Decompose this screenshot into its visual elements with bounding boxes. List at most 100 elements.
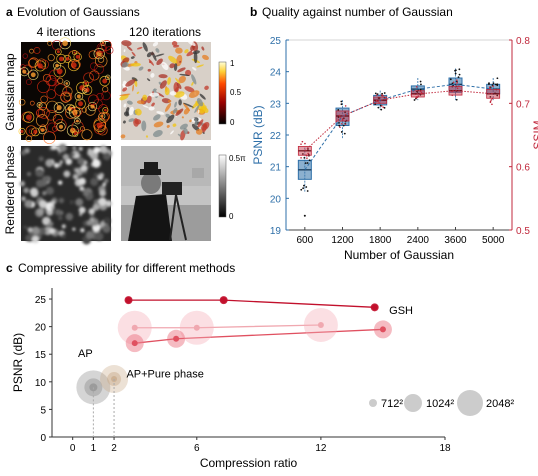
gaussian-blob <box>120 134 126 139</box>
ssim-sample-point <box>488 86 491 89</box>
gaussian-blob <box>153 121 164 128</box>
gaussian-blob <box>171 41 178 47</box>
phase-speckle <box>86 219 93 226</box>
gaussian-blob <box>53 62 60 69</box>
x-tick-label: 1800 <box>369 235 392 246</box>
gaussian-blob <box>202 54 209 61</box>
gaussian-blob <box>175 47 183 54</box>
phase-speckle <box>27 227 33 233</box>
phase-speckle <box>93 146 101 154</box>
gaussian-blob <box>173 108 178 114</box>
cbar-hot-max: 1 <box>230 59 235 68</box>
panel-a-title: Evolution of Gaussians <box>17 5 140 19</box>
gaussian-blob <box>183 108 190 115</box>
rendered-phase-4-iterations <box>19 143 113 245</box>
gaussian-blob <box>194 104 200 114</box>
phase-speckle <box>91 158 101 168</box>
gaussian-blob <box>19 128 25 134</box>
panel-c: c Compressive ability for different meth… <box>6 261 514 470</box>
gaussian-blob <box>30 101 34 105</box>
phase-speckle <box>38 156 44 162</box>
y2-tick-label: 0.7 <box>516 99 530 110</box>
gaussian-blob <box>169 63 176 69</box>
gaussian-blob <box>181 116 184 119</box>
gaussian-blob <box>179 60 182 63</box>
phase-speckle <box>59 160 63 164</box>
y-tick-label: 24 <box>270 68 282 79</box>
psnr-sample-point <box>458 73 461 76</box>
gaussian-blob <box>20 130 23 133</box>
series-label-gsh: GSH <box>389 305 413 317</box>
phase-speckle <box>79 186 85 192</box>
phase-speckle <box>57 215 63 221</box>
gaussian-blob <box>130 56 135 59</box>
phase-speckle <box>78 206 86 214</box>
gaussian-blob <box>88 95 98 105</box>
gaussian-blob <box>20 68 28 76</box>
gaussian-blob <box>199 105 207 114</box>
gaussian-blob <box>103 107 108 112</box>
gaussian-blob <box>83 89 87 93</box>
phase-speckle <box>90 177 99 187</box>
gaussian-blob <box>191 123 200 131</box>
gaussian-blob <box>178 75 186 84</box>
ssim-sample-point <box>307 152 309 155</box>
gaussian-blob <box>94 118 106 130</box>
phase-speckle <box>61 224 66 229</box>
y-tick-label: 25 <box>35 295 47 306</box>
psnr-sample-point <box>454 72 457 75</box>
ssim-sample-point <box>304 142 306 145</box>
gaussian-blob <box>134 119 142 125</box>
ssim-sample-point <box>380 105 383 107</box>
gaussian-blob <box>123 49 126 53</box>
gaussian-blob <box>126 46 133 51</box>
gaussian-blob <box>202 123 207 133</box>
gaussian-blob <box>84 73 94 83</box>
gaussian-blob <box>176 82 182 90</box>
phase-speckle <box>63 170 71 178</box>
phase-speckle <box>72 227 76 231</box>
gaussian-blob <box>141 120 147 132</box>
gaussian-blob <box>102 87 107 92</box>
psnr-sample-point <box>451 82 454 85</box>
gaussian-blob <box>156 58 163 66</box>
gaussian-blob <box>64 55 71 62</box>
gaussian-blob <box>90 71 99 80</box>
psnr-sample-point <box>340 103 343 106</box>
psnr-sample-point <box>377 106 380 109</box>
gaussian-blob <box>35 61 45 71</box>
gaussian-blob <box>168 55 178 64</box>
psnr-sample-point <box>489 95 492 98</box>
phase-speckle <box>58 180 63 185</box>
plot-frame <box>285 39 513 231</box>
gaussian-blob <box>68 60 79 71</box>
gaussian-blob <box>136 46 143 50</box>
gaussian-blob <box>48 54 54 60</box>
psnr-sample-point <box>381 92 384 95</box>
gaussian-blob <box>136 100 145 105</box>
gaussian-blob <box>166 114 175 124</box>
gaussian-blob <box>98 57 104 63</box>
y-tick-label: 23 <box>270 99 282 110</box>
gaussian-blob <box>105 75 110 80</box>
gaussian-blob <box>74 118 80 124</box>
gaussian-blob <box>72 60 81 69</box>
phase-speckle <box>79 212 83 216</box>
phase-speckle <box>78 177 86 186</box>
gaussian-blob <box>136 91 140 94</box>
phase-speckle <box>45 186 54 195</box>
panel-a: a Evolution of Gaussians 4 iterations 12… <box>3 5 246 245</box>
y-tick-label: 21 <box>270 163 282 174</box>
phase-speckle <box>88 163 93 168</box>
gaussian-blob <box>85 106 95 116</box>
colorbar-hot: 1 0.5 0 <box>218 59 242 127</box>
x-tick-label: 2400 <box>407 235 430 246</box>
gaussian-blob <box>28 59 37 68</box>
gaussian-blob <box>149 92 160 97</box>
gaussian-blob <box>152 41 159 47</box>
gaussian-blob <box>104 109 107 112</box>
phase-speckle <box>31 226 40 235</box>
cbar-hot-mid: 0.5 <box>230 88 242 97</box>
gaussian-blob <box>107 76 109 78</box>
gaussian-blob <box>102 79 107 84</box>
